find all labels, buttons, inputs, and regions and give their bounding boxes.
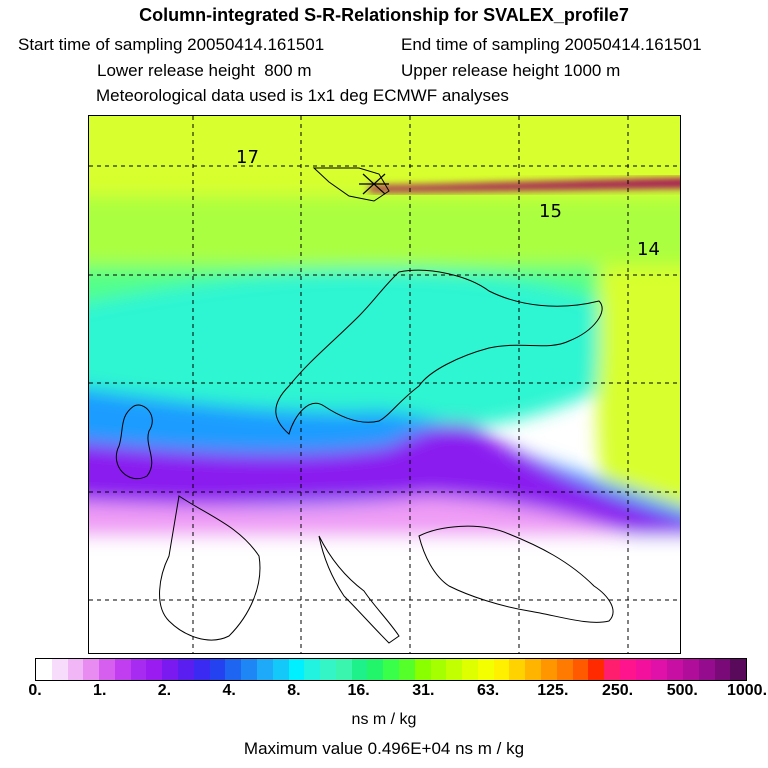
colorbar-units: ns m / kg bbox=[351, 711, 417, 728]
contour-label-15: 15 bbox=[539, 201, 562, 222]
lat-lon-grid bbox=[89, 116, 680, 653]
colorbar-segment bbox=[493, 659, 510, 680]
colorbar-segment bbox=[446, 659, 463, 680]
colorbar-segment bbox=[146, 659, 163, 680]
band-top bbox=[89, 116, 680, 206]
colorbar-segment bbox=[351, 659, 368, 680]
colorbar-segment bbox=[398, 659, 415, 680]
colorbar-segment bbox=[588, 659, 605, 680]
maximum-value-label: Maximum value 0.496E+04 ns m / kg bbox=[243, 739, 525, 758]
end-time-label: End time of sampling 20050414.161501 bbox=[401, 35, 702, 54]
colorbar-segment bbox=[462, 659, 478, 680]
contour-label-14: 14 bbox=[637, 239, 660, 260]
colorbar-segment bbox=[320, 659, 336, 680]
start-time-label: Start time of sampling 20050414.161501 bbox=[18, 35, 325, 54]
colorbar-segment bbox=[635, 659, 652, 680]
colorbar-segment bbox=[114, 659, 131, 680]
scandinavia-coast bbox=[275, 269, 603, 435]
colorbar-segment bbox=[99, 659, 115, 680]
band-central bbox=[89, 270, 609, 426]
colorbar-tick-label: 500. bbox=[666, 682, 698, 699]
colorbar-segment bbox=[51, 659, 68, 680]
colorbar-segment bbox=[36, 659, 52, 680]
colorbar-segment bbox=[430, 659, 447, 680]
map-canvas: 17 15 14 bbox=[89, 116, 680, 653]
colorbar-segment bbox=[288, 659, 305, 680]
colorbar-tick-label: 1000. bbox=[726, 682, 768, 699]
france-iberia-coast bbox=[159, 495, 261, 641]
colorbar-tick-label: 1. bbox=[93, 682, 107, 699]
colorbar-segment bbox=[572, 659, 589, 680]
colorbar-segment bbox=[209, 659, 226, 680]
colorbar-segment bbox=[730, 659, 747, 680]
colorbar-segment bbox=[130, 659, 147, 680]
colorbar-tick-label: 8. bbox=[287, 682, 301, 699]
colorbar-segment bbox=[335, 659, 352, 680]
colorbar-segment bbox=[541, 659, 557, 680]
colorbar-segment bbox=[651, 659, 668, 680]
black-sea-region-coast bbox=[418, 525, 614, 623]
contour-label-17: 17 bbox=[236, 147, 259, 168]
lower-release-label: Lower release height 800 m bbox=[97, 61, 312, 80]
colorbar-segment bbox=[556, 659, 573, 680]
colorbar-segment bbox=[241, 659, 257, 680]
colorbar-segment bbox=[619, 659, 636, 680]
colorbar-segment bbox=[367, 659, 384, 680]
sensitivity-map: 17 15 14 bbox=[88, 115, 681, 654]
colorbar-tick-label: 31. bbox=[412, 682, 435, 699]
uk-coast bbox=[115, 404, 153, 480]
colorbar-segment bbox=[383, 659, 399, 680]
band-upper bbox=[89, 196, 680, 276]
colorbar-tick-label: 4. bbox=[222, 682, 236, 699]
svalbard-coast bbox=[312, 167, 390, 202]
colorbar-segment bbox=[509, 659, 526, 680]
band-east-yellow bbox=[597, 266, 680, 536]
colorbar-segment bbox=[256, 659, 273, 680]
colorbar-segment bbox=[414, 659, 431, 680]
colorbar-segment bbox=[477, 659, 494, 680]
colorbar-segment bbox=[272, 659, 289, 680]
plot-title: Column-integrated S-R-Relationship for S… bbox=[139, 5, 629, 25]
colorbar-segment bbox=[193, 659, 210, 680]
colorbar-segment bbox=[225, 659, 242, 680]
trajectory-plume bbox=[369, 178, 680, 192]
colorbar bbox=[35, 658, 747, 681]
colorbar-segment bbox=[83, 659, 100, 680]
upper-release-label: Upper release height 1000 m bbox=[401, 61, 621, 80]
colorbar-segment bbox=[698, 659, 715, 680]
concentration-field bbox=[89, 116, 680, 653]
band-clean bbox=[89, 536, 680, 653]
colorbar-segment bbox=[683, 659, 699, 680]
coastlines bbox=[115, 167, 614, 644]
colorbar-segment bbox=[525, 659, 541, 680]
colorbar-segment bbox=[604, 659, 620, 680]
release-point-marker bbox=[359, 173, 389, 195]
colorbar-tick-label: 125. bbox=[537, 682, 569, 699]
met-data-label: Meteorological data used is 1x1 deg ECMW… bbox=[96, 86, 509, 105]
colorbar-segment bbox=[667, 659, 684, 680]
colorbar-segment bbox=[714, 659, 731, 680]
colorbar-segment bbox=[162, 659, 179, 680]
colorbar-segment bbox=[178, 659, 194, 680]
colorbar-segment bbox=[67, 659, 84, 680]
colorbar-tick-label: 16. bbox=[347, 682, 370, 699]
colorbar-segment bbox=[304, 659, 321, 680]
colorbar-tick-label: 0. bbox=[28, 682, 42, 699]
italy-coast bbox=[318, 535, 400, 644]
colorbar-tick-label: 250. bbox=[601, 682, 634, 699]
colorbar-tick-label: 2. bbox=[157, 682, 172, 699]
colorbar-tick-label: 63. bbox=[476, 682, 500, 699]
